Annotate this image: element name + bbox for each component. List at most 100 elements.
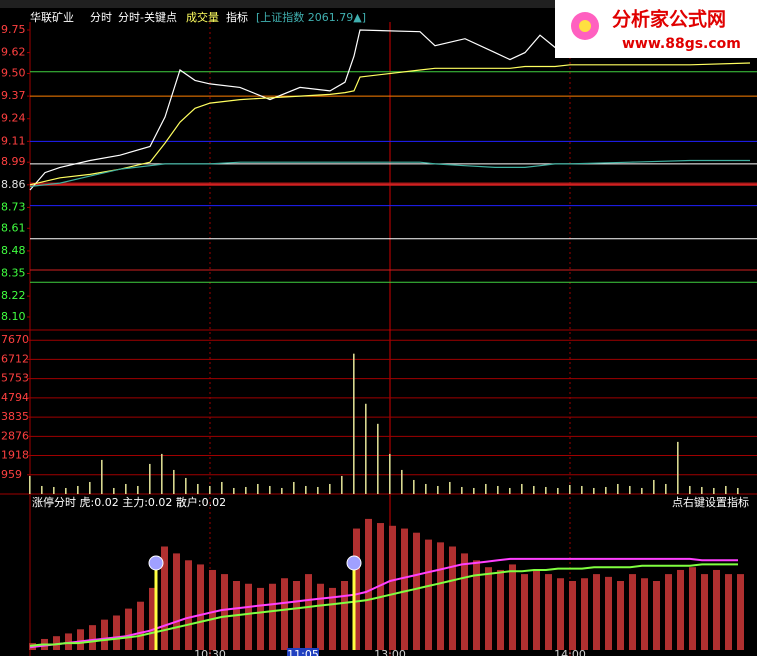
bar <box>449 546 456 650</box>
bar <box>125 608 132 650</box>
bar <box>269 485 271 494</box>
bar <box>209 569 216 650</box>
bar <box>689 567 696 650</box>
bar <box>77 629 84 650</box>
bar <box>329 483 331 494</box>
bar <box>389 453 391 494</box>
bar <box>173 553 180 650</box>
bar <box>233 487 235 494</box>
bar <box>641 487 643 494</box>
bar <box>617 581 624 650</box>
bar <box>737 574 744 650</box>
bar <box>545 574 552 650</box>
series-line <box>29 29 571 191</box>
series-line <box>29 557 738 649</box>
bar <box>161 453 163 494</box>
bar <box>341 475 343 494</box>
bar <box>245 583 252 650</box>
bar <box>737 487 739 494</box>
bar <box>101 619 108 650</box>
bar <box>341 581 348 650</box>
x-tick-label: 14:00 <box>554 648 586 656</box>
bar <box>305 485 307 494</box>
bar <box>149 463 151 494</box>
y-tick-label: 8.86 <box>1 178 26 191</box>
series-line <box>29 62 751 186</box>
bar <box>65 487 67 494</box>
bar <box>353 353 355 494</box>
signal-icon <box>346 555 362 571</box>
bar <box>65 633 72 650</box>
bar <box>425 483 427 494</box>
bar <box>389 525 396 650</box>
bar <box>137 485 139 494</box>
bar <box>485 483 487 494</box>
cursor-box <box>287 648 319 656</box>
bar <box>365 403 367 494</box>
bar <box>473 487 475 494</box>
bar <box>509 487 511 494</box>
bar <box>41 485 43 494</box>
bar <box>593 487 595 494</box>
bar <box>533 485 535 494</box>
bar <box>449 481 451 494</box>
bar <box>89 625 96 650</box>
tab[interactable]: 分时-关键点 <box>118 10 177 24</box>
logo-icon <box>579 20 591 32</box>
y-tick-label: 8.61 <box>1 221 26 234</box>
indicator-title: 涨停分时 虎:0.02 主力:0.02 散户:0.02 <box>32 495 226 509</box>
cursor-label: 11:05 <box>287 648 319 656</box>
bar <box>641 578 648 650</box>
bar <box>185 560 192 650</box>
x-tick-label: 13:00 <box>374 648 406 656</box>
bar <box>497 485 499 494</box>
y-tick-label: 5753 <box>1 372 29 385</box>
menu-bar <box>0 0 757 8</box>
bar <box>617 483 619 494</box>
bar <box>413 532 420 650</box>
bar <box>521 483 523 494</box>
y-tick-label: 9.50 <box>1 66 26 79</box>
bar <box>305 574 312 650</box>
bar <box>77 485 79 494</box>
bar <box>521 574 528 650</box>
bar <box>509 564 516 650</box>
bar <box>245 486 247 494</box>
y-tick-label: 8.35 <box>1 267 26 280</box>
bar <box>605 576 612 650</box>
bar <box>605 486 607 494</box>
signal-icon <box>148 555 164 571</box>
tab[interactable]: 指标 <box>226 10 248 24</box>
y-tick-label: 6712 <box>1 352 29 365</box>
bar <box>317 583 324 650</box>
bar <box>437 542 444 650</box>
bar <box>101 459 103 494</box>
bar <box>581 485 583 494</box>
tab[interactable]: 成交量 <box>186 10 219 24</box>
bar <box>197 564 204 650</box>
y-tick-label: 1918 <box>1 449 29 462</box>
bar <box>413 479 415 494</box>
bar <box>557 578 564 650</box>
bar <box>677 441 679 494</box>
bar <box>353 528 360 650</box>
stock-name: 华联矿业 <box>30 10 74 24</box>
bar <box>149 587 156 650</box>
bar <box>725 574 732 650</box>
y-tick-label: 3835 <box>1 410 29 423</box>
bar <box>629 574 636 650</box>
bar <box>209 485 211 494</box>
indicator-note: 点右键设置指标 <box>672 495 749 509</box>
bar <box>593 574 600 650</box>
bar <box>701 574 708 650</box>
y-tick-label: 9.37 <box>1 89 26 102</box>
bar <box>725 485 727 494</box>
bar <box>401 469 403 494</box>
y-tick-label: 8.48 <box>1 244 26 257</box>
bar <box>185 477 187 494</box>
bar <box>689 485 691 494</box>
tab[interactable]: 分时 <box>90 11 112 24</box>
bar <box>281 578 288 650</box>
